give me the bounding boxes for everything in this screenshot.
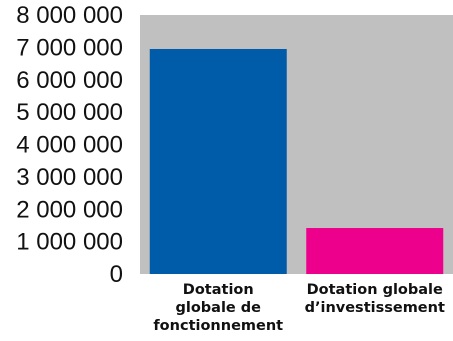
bar-1 [149,48,287,275]
bar-2 [306,228,444,274]
x-category-label: Dotation globale de fonctionnement [153,282,283,334]
y-tick-label: 5 000 000 [16,99,123,126]
y-tick-label: 3 000 000 [16,164,123,191]
x-category-label-line: globale de [175,300,261,316]
x-category-label-line: Dotation globale [307,282,443,298]
y-tick-label: 7 000 000 [16,34,123,61]
x-category-label-line: d’investissement [305,300,445,316]
x-category-label-line: fonctionnement [153,318,283,334]
y-tick-label: 8 000 000 [16,2,123,29]
y-tick-label: 6 000 000 [16,67,123,94]
y-tick-label: 4 000 000 [16,132,123,159]
y-tick-label: 0 [110,261,123,288]
x-category-label: Dotation globale d’investissement [305,282,445,316]
y-tick-label: 2 000 000 [16,196,123,223]
bars [149,48,444,275]
x-category-label-line: Dotation [183,282,254,298]
y-axis: 0 1 000 000 2 000 000 3 000 000 4 000 000 5 0… [16,2,123,288]
x-axis: Dotation globale de fonctionnementDotation… [153,282,445,334]
y-tick-label: 1 000 000 [16,229,123,256]
